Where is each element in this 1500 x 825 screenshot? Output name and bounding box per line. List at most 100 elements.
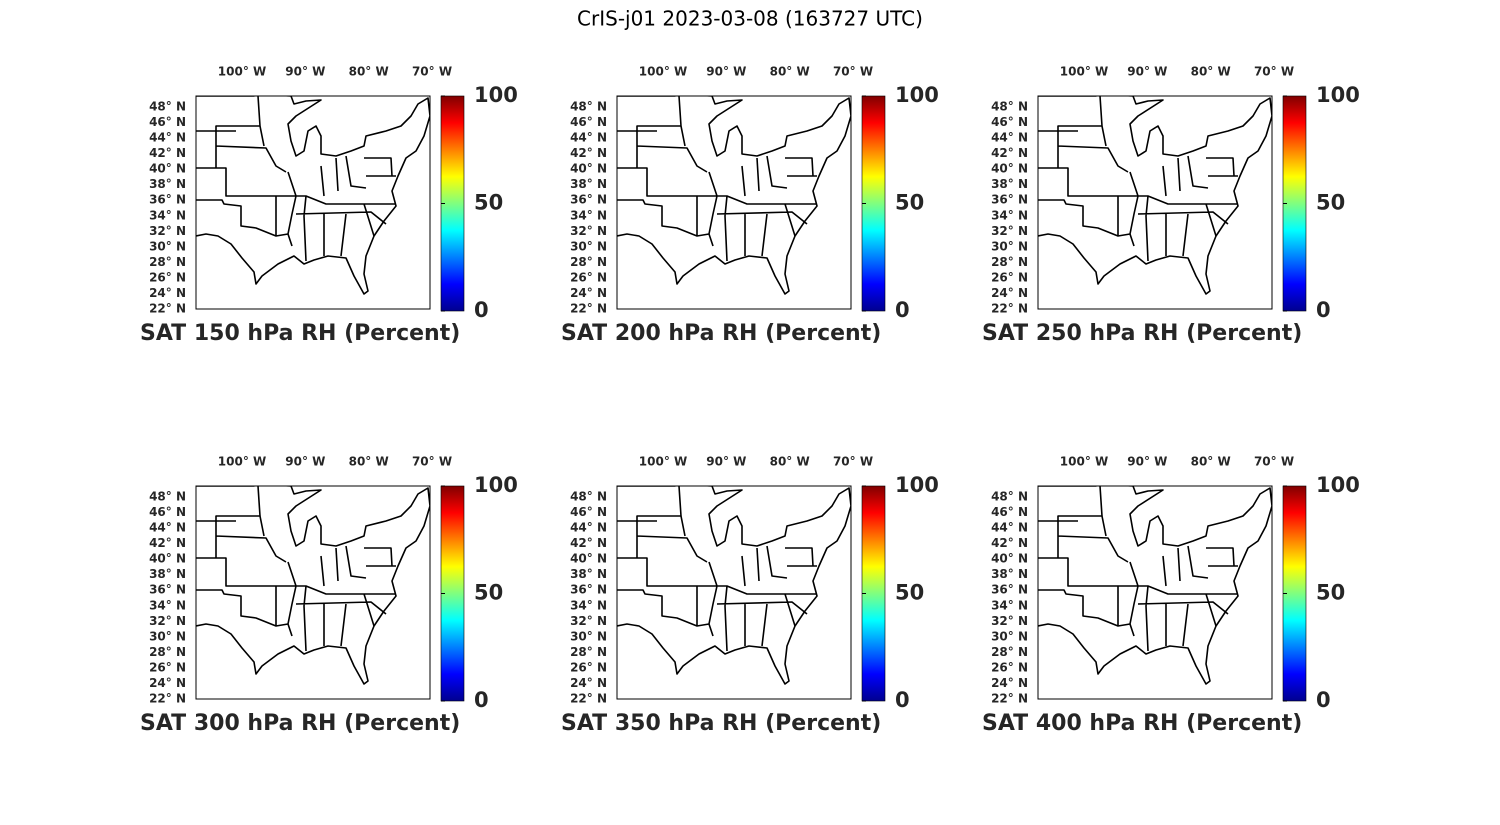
lat-tick-label: 40° N — [149, 162, 186, 176]
lat-tick-label: 22° N — [991, 302, 1028, 316]
lat-tick-label: 42° N — [149, 146, 186, 160]
lat-tick-label: 30° N — [991, 239, 1028, 253]
lat-tick-label: 42° N — [570, 536, 607, 550]
lat-tick-label: 22° N — [991, 692, 1028, 706]
lat-tick-label: 26° N — [570, 270, 607, 284]
lon-tick-label: 100° W — [218, 455, 266, 469]
colorbar-tick-label: 50 — [1316, 191, 1345, 215]
lat-tick-label: 38° N — [570, 567, 607, 581]
panel-title: SAT 150 hPa RH (Percent) — [140, 321, 460, 346]
lat-tick-label: 48° N — [149, 100, 186, 114]
lat-tick-label: 40° N — [991, 162, 1028, 176]
map-frame — [616, 485, 852, 700]
lat-tick-label: 32° N — [570, 614, 607, 628]
map-frame — [616, 95, 852, 310]
lat-tick-label: 48° N — [991, 490, 1028, 504]
lat-tick-label: 22° N — [149, 692, 186, 706]
colorbar-tick-label: 0 — [895, 298, 910, 322]
lon-tick-label: 80° W — [1191, 65, 1231, 79]
panel-title: SAT 300 hPa RH (Percent) — [140, 711, 460, 736]
lat-tick-label: 36° N — [149, 583, 186, 597]
lon-tick-label: 90° W — [285, 65, 325, 79]
lat-tick-label: 42° N — [149, 536, 186, 550]
panel-title: SAT 350 hPa RH (Percent) — [561, 711, 881, 736]
colorbar-tick-label: 100 — [895, 83, 939, 107]
lat-tick-label: 34° N — [149, 208, 186, 222]
lon-tick-label: 70° W — [1254, 455, 1294, 469]
lat-tick-label: 38° N — [149, 177, 186, 191]
lon-tick-label: 100° W — [1060, 65, 1108, 79]
map-panel: 100° W 90° W 80° W 70° W 22° N 24° N 26° N28° … — [982, 455, 1360, 737]
lat-tick-label: 36° N — [570, 193, 607, 207]
lat-tick-label: 30° N — [149, 239, 186, 253]
lat-tick-label: 36° N — [991, 583, 1028, 597]
lon-tick-label: 80° W — [349, 455, 389, 469]
lon-tick-label: 100° W — [218, 65, 266, 79]
lat-tick-label: 28° N — [570, 645, 607, 659]
lat-tick-label: 30° N — [149, 629, 186, 643]
lat-tick-label: 38° N — [991, 177, 1028, 191]
lon-tick-label: 90° W — [1127, 65, 1167, 79]
colorbar-tick-label: 50 — [895, 191, 924, 215]
colorbar-tick-label: 100 — [1316, 83, 1360, 107]
lat-tick-label: 24° N — [991, 286, 1028, 300]
lat-tick-label: 24° N — [149, 676, 186, 690]
lat-tick-label: 40° N — [570, 552, 607, 566]
lon-tick-label: 90° W — [1127, 455, 1167, 469]
colorbar-tick-label: 100 — [895, 473, 939, 497]
colorbar-tick-label: 0 — [1316, 688, 1331, 712]
lat-tick-label: 32° N — [149, 224, 186, 238]
lat-tick-label: 44° N — [991, 521, 1028, 535]
lat-tick-label: 30° N — [570, 239, 607, 253]
lon-tick-label: 90° W — [706, 455, 746, 469]
panel-title: SAT 250 hPa RH (Percent) — [982, 321, 1302, 346]
lat-tick-label: 46° N — [149, 505, 186, 519]
lat-tick-label: 46° N — [149, 115, 186, 129]
lat-tick-label: 28° N — [149, 255, 186, 269]
colorbar-tick-label: 0 — [474, 298, 489, 322]
colorbar-tick-label: 50 — [895, 581, 924, 605]
lat-tick-label: 24° N — [570, 676, 607, 690]
lat-tick-label: 32° N — [991, 224, 1028, 238]
lat-tick-label: 32° N — [991, 614, 1028, 628]
lat-tick-label: 42° N — [570, 146, 607, 160]
map-panel: 100° W 90° W 80° W 70° W 22° N 24° N 26° N28° … — [561, 65, 939, 347]
colorbar-tick-label: 100 — [474, 83, 518, 107]
lat-tick-label: 46° N — [570, 115, 607, 129]
map-panel: 100° W 90° W 80° W 70° W 22° N 24° N 26° N28° … — [140, 455, 518, 737]
lat-tick-label: 24° N — [570, 286, 607, 300]
lat-tick-label: 44° N — [149, 521, 186, 535]
lon-tick-label: 80° W — [349, 65, 389, 79]
lat-tick-label: 34° N — [149, 598, 186, 612]
lat-tick-label: 40° N — [570, 162, 607, 176]
lat-tick-label: 42° N — [991, 536, 1028, 550]
lon-tick-label: 70° W — [833, 65, 873, 79]
lon-tick-label: 90° W — [285, 455, 325, 469]
colorbar-tick-label: 0 — [1316, 298, 1331, 322]
lon-tick-label: 70° W — [1254, 65, 1294, 79]
lat-tick-label: 34° N — [570, 598, 607, 612]
lat-tick-label: 22° N — [149, 302, 186, 316]
colorbar-tick-label: 50 — [474, 191, 503, 215]
lat-tick-label: 28° N — [991, 645, 1028, 659]
lat-tick-label: 42° N — [991, 146, 1028, 160]
lat-tick-label: 32° N — [570, 224, 607, 238]
lat-tick-label: 26° N — [991, 270, 1028, 284]
lon-tick-label: 80° W — [770, 455, 810, 469]
lon-tick-label: 70° W — [412, 455, 452, 469]
lat-tick-label: 44° N — [570, 131, 607, 145]
lat-tick-label: 38° N — [991, 567, 1028, 581]
lat-tick-label: 22° N — [570, 692, 607, 706]
lat-tick-label: 34° N — [991, 598, 1028, 612]
lat-tick-label: 44° N — [149, 131, 186, 145]
lon-tick-label: 80° W — [770, 65, 810, 79]
lat-tick-label: 28° N — [149, 645, 186, 659]
lat-tick-label: 46° N — [991, 505, 1028, 519]
map-panel: 100° W 90° W 80° W 70° W 22° N 24° N 26° N28° … — [982, 65, 1360, 347]
lat-tick-label: 38° N — [149, 567, 186, 581]
lat-tick-label: 40° N — [991, 552, 1028, 566]
lat-tick-label: 34° N — [570, 208, 607, 222]
lon-tick-label: 70° W — [833, 455, 873, 469]
map-panel: 100° W 90° W 80° W 70° W 22° N 24° N 26° N28° … — [561, 455, 939, 737]
lat-tick-label: 28° N — [570, 255, 607, 269]
